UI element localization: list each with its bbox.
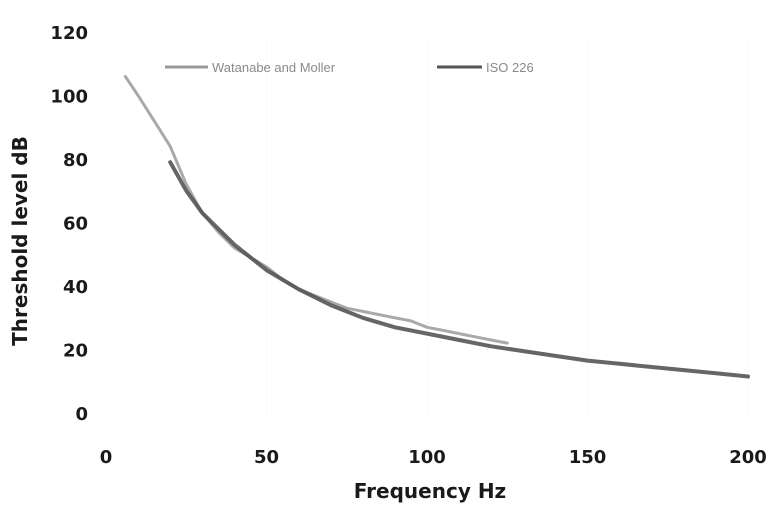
series-layer	[123, 74, 750, 379]
legend: Watanabe and Moller ISO 226	[165, 60, 534, 75]
x-tick-label: 0	[100, 447, 113, 468]
y-tick-label: 20	[63, 341, 88, 362]
legend-label-watanabe: Watanabe and Moller	[212, 60, 336, 75]
x-tick-label: 100	[408, 447, 446, 468]
y-tick-label: 100	[50, 87, 88, 108]
y-tick-label: 60	[63, 214, 88, 235]
y-tick-label: 120	[50, 23, 88, 44]
y-axis-title: Threshold level dB	[8, 136, 32, 346]
y-axis-ticks: 0 20 40 60 80 100 120	[50, 23, 88, 425]
series-line-iso	[168, 160, 750, 379]
x-tick-label: 50	[254, 447, 279, 468]
y-tick-label: 0	[75, 404, 88, 425]
y-tick-label: 80	[63, 150, 88, 171]
x-axis-title: Frequency Hz	[354, 479, 506, 503]
x-tick-label: 200	[729, 447, 767, 468]
series-line-watanabe	[123, 74, 509, 345]
x-tick-label: 150	[569, 447, 607, 468]
legend-label-iso: ISO 226	[486, 60, 534, 75]
x-axis-ticks: 0 50 100 150 200	[100, 447, 767, 468]
grid-layer	[266, 42, 749, 413]
y-tick-label: 40	[63, 277, 88, 298]
